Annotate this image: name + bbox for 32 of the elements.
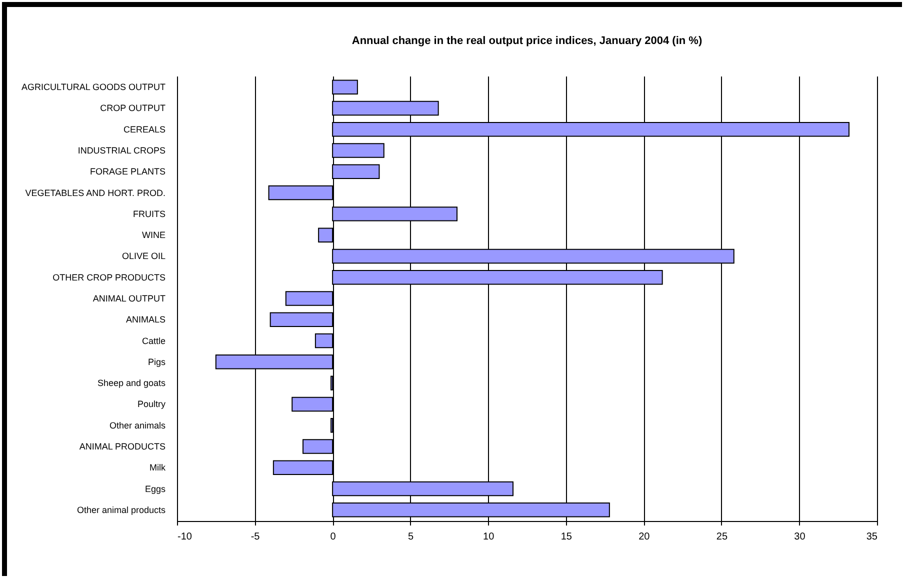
y-tick-label: Pigs	[148, 356, 166, 367]
y-tick-label: Sheep and goats	[97, 378, 166, 388]
y-tick-label: AGRICULTURAL GOODS OUTPUT	[21, 82, 166, 92]
y-tick-label: CEREALS	[123, 124, 166, 134]
x-tick-label: 10	[483, 532, 495, 542]
y-tick-label: Other animals	[109, 420, 166, 430]
y-tick-label: Eggs	[144, 484, 166, 494]
x-tick-label: 30	[794, 532, 806, 542]
y-tick-label: ANIMALS	[126, 314, 166, 325]
y-tick-label: Other animal products	[76, 504, 166, 515]
x-tick-label: 35	[866, 532, 878, 542]
x-tick-label: 15	[560, 532, 572, 542]
y-tick-label: FRUITS	[133, 208, 166, 219]
y-tick-label: WINE	[142, 230, 166, 240]
y-tick-label: OLIVE OIL	[122, 251, 166, 262]
x-tick-label: -5	[250, 532, 260, 542]
y-tick-label: VEGETABLES AND HORT. PROD.	[25, 188, 166, 198]
y-tick-label: Cattle	[142, 336, 166, 346]
x-tick-label: 20	[638, 532, 650, 542]
y-tick-label: ANIMAL OUTPUT	[92, 294, 166, 304]
chart-title: Annual change in the real output price indices, January 2004 (in %)	[352, 35, 702, 47]
x-tick-label: 5	[408, 532, 414, 542]
y-tick-label: Milk	[150, 462, 166, 473]
y-tick-label: FORAGE PLANTS	[90, 166, 166, 177]
y-tick-label: Poultry	[137, 399, 166, 410]
y-tick-label: INDUSTRIAL CROPS	[78, 146, 166, 156]
y-tick-label: ANIMAL PRODUCTS	[79, 441, 166, 452]
y-tick-label: CROP OUTPUT	[100, 103, 166, 114]
x-tick-label: 0	[330, 532, 336, 542]
x-tick-label: 25	[716, 532, 728, 542]
x-tick-label: -10	[178, 532, 192, 542]
y-tick-label: OTHER CROP PRODUCTS	[52, 272, 166, 282]
